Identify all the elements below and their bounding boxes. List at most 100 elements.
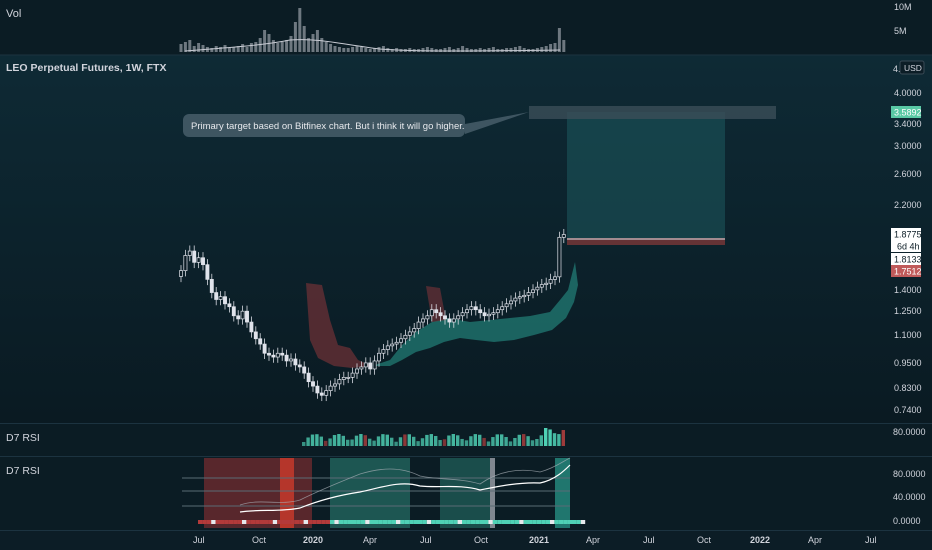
- candle-body: [495, 309, 500, 314]
- candle-body: [548, 279, 553, 284]
- rsi-histogram-bar: [561, 430, 565, 446]
- candle-body: [557, 236, 562, 278]
- candle-body: [209, 279, 214, 293]
- candle-body: [403, 334, 408, 340]
- volume-bar: [258, 38, 262, 52]
- rsi-state-cell: [396, 520, 401, 524]
- rsi-state-cell: [541, 520, 546, 524]
- rsi-histogram-bar: [451, 434, 455, 446]
- candle-body: [315, 385, 320, 394]
- rsi-pane-2-axis-label: 0.0000: [893, 516, 921, 526]
- annotation-callout[interactable]: [183, 114, 465, 137]
- volume-bar: [373, 48, 377, 52]
- countdown-label: 6d 4h: [897, 242, 920, 252]
- candle-body: [412, 328, 417, 333]
- last-price-label: 1.8775: [894, 230, 922, 240]
- candle-body: [324, 390, 329, 396]
- rsi-histogram-bar: [328, 438, 332, 446]
- rsi-state-cell: [255, 520, 260, 524]
- volume-bar: [232, 47, 236, 52]
- rsi-histogram-bar: [473, 434, 477, 446]
- candle-body: [253, 331, 258, 340]
- candle-body: [500, 306, 505, 311]
- volume-bar: [443, 48, 447, 52]
- rsi-state-cell: [466, 520, 471, 524]
- rsi-histogram-bar: [420, 438, 425, 446]
- rsi-state-cell: [580, 520, 586, 524]
- candle-body: [451, 318, 456, 323]
- last-price-tag: [891, 228, 921, 240]
- volume-bar: [456, 48, 460, 52]
- rsi-histogram-bar: [438, 440, 442, 446]
- volume-bar: [223, 45, 227, 52]
- rsi-state-cell: [475, 520, 480, 524]
- candle-body: [535, 286, 540, 291]
- volume-bar: [368, 49, 372, 52]
- rsi-histogram-bar: [412, 436, 416, 446]
- rsi-state-cell: [422, 520, 427, 524]
- rsi-state-cell: [457, 520, 462, 524]
- candle-body: [258, 338, 263, 345]
- rsi-histogram-bar: [486, 441, 491, 446]
- time-axis-label: Oct: [697, 535, 712, 545]
- rsi-histogram-bar: [403, 434, 407, 446]
- position-target-zone[interactable]: [567, 112, 725, 238]
- currency-button-label: USD: [904, 63, 922, 73]
- candle-body: [482, 312, 487, 317]
- candle-body: [350, 372, 355, 378]
- rsi-state-cell: [281, 520, 286, 524]
- price-axis-label: 0.8300: [894, 383, 922, 393]
- rsi-histogram-bar: [447, 435, 451, 446]
- candle-body: [491, 312, 496, 315]
- rsi-histogram-bar: [368, 438, 372, 446]
- price-axis-label: 1.2500: [894, 306, 922, 316]
- volume-bar: [254, 42, 258, 52]
- position-stop-zone[interactable]: [567, 238, 725, 245]
- rsi-state-cell: [374, 520, 379, 524]
- candle-body: [333, 383, 337, 387]
- rsi-state-cell: [360, 520, 366, 524]
- candle-body: [531, 289, 535, 293]
- rsi-histogram-bar: [319, 436, 323, 446]
- volume-bar: [346, 48, 350, 52]
- volume-bar: [518, 46, 522, 52]
- rsi-state-cell: [431, 520, 436, 524]
- candle-body: [539, 284, 544, 288]
- volume-bar: [280, 42, 284, 52]
- volume-bar: [324, 42, 328, 52]
- bearish-cloud: [306, 283, 372, 368]
- candle-body: [346, 376, 351, 379]
- candle-body: [245, 310, 249, 323]
- candle-body: [196, 257, 201, 263]
- rsi-state-cell: [572, 520, 577, 524]
- volume-bar: [210, 48, 214, 52]
- rsi-histogram-bar: [456, 435, 460, 446]
- candle-body: [513, 297, 518, 302]
- rsi-histogram-bar: [390, 437, 394, 446]
- price-axis-label: 3.0000: [894, 141, 922, 151]
- price-axis-label: 3.4000: [894, 119, 922, 129]
- volume-bar: [320, 38, 324, 52]
- rsi-state-cell: [334, 520, 339, 524]
- time-axis-label: Oct: [252, 535, 267, 545]
- rsi-state-cell: [488, 520, 493, 524]
- entry-price-tag: [891, 253, 921, 265]
- candle-body: [293, 358, 298, 366]
- candle-body: [302, 366, 307, 374]
- currency-button[interactable]: [899, 60, 925, 75]
- candle-body: [240, 310, 245, 320]
- candle-body: [469, 306, 474, 311]
- candle-body: [456, 315, 461, 320]
- time-axis-label: Apr: [808, 535, 822, 545]
- rsi-histogram-bar: [376, 436, 381, 446]
- candle-body: [271, 354, 276, 358]
- candle-body: [487, 313, 491, 317]
- time-axis-label: Jul: [643, 535, 655, 545]
- rsi-histogram-bar: [341, 435, 345, 446]
- volume-bar: [241, 44, 245, 52]
- rsi-state-cell: [330, 520, 335, 524]
- volume-bar: [355, 46, 359, 52]
- candle-body: [231, 306, 236, 317]
- rsi-state-cell: [550, 520, 555, 524]
